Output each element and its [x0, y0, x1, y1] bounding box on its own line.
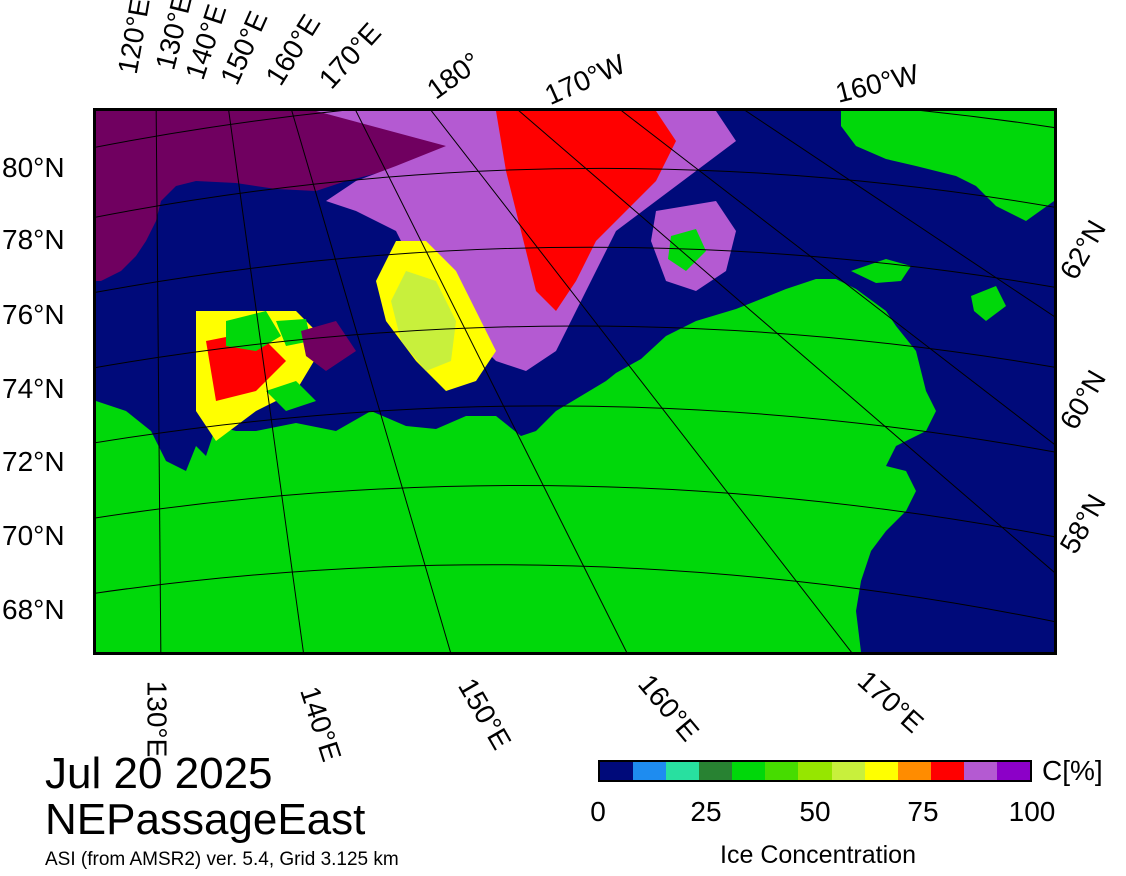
legend-unit: C[%] — [1042, 755, 1103, 786]
graticule — [96, 111, 1054, 652]
bottom-lon-label: 150°E — [452, 672, 518, 755]
legend-swatch — [996, 762, 1031, 780]
legend-swatch — [864, 762, 898, 780]
right-lat-label: 60°N — [1053, 364, 1112, 435]
legend-tick: 0 — [590, 796, 606, 827]
top-lon-label: 170°E — [312, 16, 388, 95]
marginal-ice-green — [391, 271, 456, 371]
legend-swatch — [930, 762, 964, 780]
wrangel-island — [668, 229, 706, 271]
legend-swatch — [897, 762, 931, 780]
legend-title: Ice Concentration — [720, 841, 916, 869]
legend-swatch — [633, 762, 667, 780]
legend-swatch — [831, 762, 865, 780]
left-lat-label: 76°N — [2, 299, 65, 330]
legend-swatch — [600, 762, 634, 780]
pack-ice-area — [96, 111, 476, 281]
top-lon-label: 160°W — [832, 58, 922, 109]
bottom-lon-label: 160°E — [632, 668, 706, 747]
legend-tick: 50 — [799, 796, 831, 827]
legend-tick: 100 — [1008, 796, 1056, 827]
left-lat-label: 70°N — [2, 520, 65, 551]
left-lat-label: 74°N — [2, 373, 65, 404]
left-lat-label: 78°N — [2, 224, 65, 255]
legend-swatch — [666, 762, 700, 780]
left-lat-label: 80°N — [2, 152, 65, 183]
legend-tick: 75 — [907, 796, 939, 827]
bottom-lon-label: 140°E — [294, 682, 348, 766]
bottom-lon-label: 170°E — [851, 664, 930, 739]
legend-swatch — [963, 762, 997, 780]
map-canvas — [96, 111, 1054, 652]
nsi-island-1 — [226, 311, 281, 351]
legend-tick: 25 — [690, 796, 722, 827]
marginal-ice-red — [496, 111, 676, 311]
right-lat-label: 62°N — [1053, 214, 1112, 285]
small-island-right — [971, 286, 1006, 321]
top-lon-label: 170°W — [540, 48, 630, 111]
nsi-island-2 — [266, 381, 316, 411]
date-title: Jul 20 2025 — [45, 749, 273, 798]
legend-swatch — [732, 762, 766, 780]
source-note: ASI (from AMSR2) ver. 5.4, Grid 3.125 km — [45, 849, 399, 870]
nsi-purple — [301, 321, 356, 371]
legend-swatch — [765, 762, 799, 780]
right-lat-label: 58°N — [1053, 488, 1112, 559]
left-lat-label: 68°N — [2, 594, 65, 625]
bottom-lon-label: 130°E — [141, 680, 173, 758]
sea-ice-map — [93, 108, 1057, 655]
legend-swatch — [798, 762, 832, 780]
top-lon-label: 180° — [421, 46, 487, 106]
legend-swatch — [699, 762, 733, 780]
color-scale-bar — [598, 760, 1032, 782]
region-title: NEPassageEast — [45, 795, 366, 844]
left-lat-label: 72°N — [2, 446, 65, 477]
alaska-land — [841, 111, 1054, 221]
siberia-land — [96, 279, 936, 652]
